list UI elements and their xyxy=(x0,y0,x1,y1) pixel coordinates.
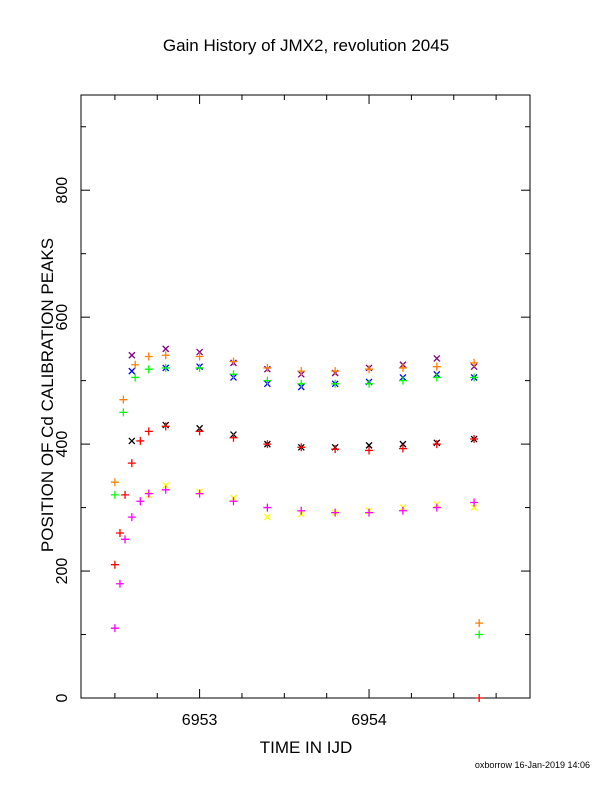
series-2 xyxy=(110,351,479,487)
data-point xyxy=(365,441,373,449)
series-10 xyxy=(475,694,484,702)
data-point xyxy=(297,506,306,515)
y-tick-label: 400 xyxy=(54,431,71,458)
y-tick-label: 800 xyxy=(54,177,71,204)
data-point xyxy=(470,498,479,507)
y-tick-label: 600 xyxy=(54,304,71,331)
data-point xyxy=(263,440,272,449)
data-point xyxy=(229,357,238,366)
axis-ticks: 6953 6954 0 200 400 600 800 xyxy=(54,95,530,729)
data-point xyxy=(263,363,272,372)
data-point xyxy=(432,373,441,382)
data-point xyxy=(365,379,374,388)
series-5 xyxy=(110,422,479,569)
data-point xyxy=(229,433,238,442)
data-point xyxy=(398,444,407,453)
data-point xyxy=(331,508,340,517)
data-point xyxy=(127,459,136,468)
data-point xyxy=(144,427,153,436)
data-point xyxy=(331,445,340,454)
data-point xyxy=(128,367,136,375)
data-point xyxy=(115,528,124,537)
data-point xyxy=(127,513,136,522)
data-point xyxy=(128,351,136,359)
data-point xyxy=(161,422,170,431)
data-point xyxy=(162,345,170,353)
data-point xyxy=(121,490,130,499)
data-point xyxy=(110,478,119,487)
data-point xyxy=(365,446,374,455)
data-point xyxy=(195,427,204,436)
data-point xyxy=(161,363,170,372)
data-point xyxy=(161,351,170,360)
data-point xyxy=(136,497,145,506)
data-point xyxy=(131,360,140,369)
series-8 xyxy=(475,619,484,628)
data-point xyxy=(470,373,479,382)
data-markers xyxy=(110,345,484,702)
data-point xyxy=(432,503,441,512)
series-9 xyxy=(475,630,484,639)
y-tick-label: 0 xyxy=(54,693,71,702)
data-point xyxy=(331,367,340,376)
y-axis-label: POSITION OF Cd CALIBRATION PEAKS xyxy=(38,237,57,553)
data-point xyxy=(297,367,306,376)
series-0 xyxy=(128,345,478,378)
data-point xyxy=(144,352,153,361)
data-point xyxy=(432,362,441,371)
series-7 xyxy=(110,485,479,633)
data-point xyxy=(433,354,441,362)
data-point xyxy=(119,395,128,404)
data-point xyxy=(475,619,484,628)
data-point xyxy=(475,694,484,702)
footer-credit: oxborrow 16-Jan-2019 14:06 xyxy=(474,760,590,770)
plot-frame xyxy=(80,94,531,699)
data-point xyxy=(475,630,484,639)
data-point xyxy=(110,624,119,633)
data-point xyxy=(365,365,374,374)
data-point xyxy=(470,358,479,367)
data-point xyxy=(229,497,238,506)
data-point xyxy=(144,365,153,374)
data-point xyxy=(196,348,204,356)
data-point xyxy=(110,490,119,499)
data-point xyxy=(161,485,170,494)
series-4 xyxy=(128,421,478,451)
data-point xyxy=(297,443,306,452)
data-point xyxy=(131,373,140,382)
data-point xyxy=(110,560,119,569)
data-point xyxy=(121,535,130,544)
data-point xyxy=(263,513,271,521)
data-point xyxy=(470,504,478,512)
data-point xyxy=(195,352,204,361)
data-point xyxy=(144,489,153,498)
data-point xyxy=(399,440,407,448)
data-point xyxy=(470,435,479,444)
x-tick-label: 6954 xyxy=(351,712,387,729)
data-point xyxy=(195,489,204,498)
data-point xyxy=(263,503,272,512)
y-tick-label: 200 xyxy=(54,558,71,585)
series-6 xyxy=(145,481,478,521)
data-point xyxy=(229,370,238,379)
data-point xyxy=(195,363,204,372)
x-axis-label: TIME IN IJD xyxy=(259,738,353,757)
data-point xyxy=(263,376,272,385)
series-3 xyxy=(110,363,479,499)
chart-title: Gain History of JMX2, revolution 2045 xyxy=(162,36,450,55)
data-point xyxy=(128,437,136,445)
data-point xyxy=(136,436,145,445)
data-point xyxy=(162,481,170,489)
data-point xyxy=(398,363,407,372)
data-point xyxy=(119,408,128,417)
data-point xyxy=(297,379,306,388)
x-tick-label: 6953 xyxy=(182,712,218,729)
data-point xyxy=(398,376,407,385)
data-point xyxy=(398,506,407,515)
data-point xyxy=(365,508,374,517)
data-point xyxy=(115,579,124,588)
data-point xyxy=(331,379,340,388)
data-point xyxy=(432,440,441,449)
